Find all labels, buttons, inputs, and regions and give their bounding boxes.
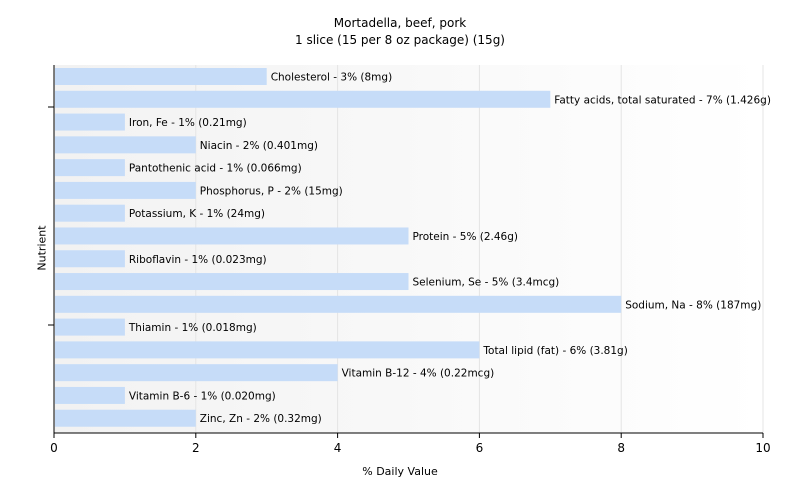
bar-data-label: Zinc, Zn - 2% (0.32mg) [200, 413, 322, 425]
bar-data-label: Pantothenic acid - 1% (0.066mg) [129, 163, 302, 175]
bar-data-label: Niacin - 2% (0.401mg) [200, 140, 318, 152]
bar-data-label: Vitamin B-6 - 1% (0.020mg) [129, 390, 276, 402]
bar [55, 341, 480, 359]
bar [55, 318, 125, 336]
bar [55, 273, 409, 291]
x-axis-title: % Daily Value [362, 465, 438, 478]
bar-data-label: Thiamin - 1% (0.018mg) [128, 322, 257, 334]
bar-data-label: Vitamin B-12 - 4% (0.22mcg) [342, 368, 495, 380]
bar-data-label: Iron, Fe - 1% (0.21mg) [129, 117, 247, 129]
bar [55, 159, 125, 177]
bar [55, 386, 125, 404]
chart-title: Mortadella, beef, pork [333, 16, 467, 30]
bar [55, 90, 551, 108]
bar-data-label: Fatty acids, total saturated - 7% (1.426… [554, 94, 771, 106]
bar [55, 204, 125, 222]
x-tick-label: 4 [334, 441, 342, 455]
y-axis-title: Nutrient [35, 225, 49, 271]
bar [55, 250, 125, 268]
bar-data-label: Cholesterol - 3% (8mg) [271, 72, 393, 84]
x-tick-label: 2 [192, 441, 200, 455]
bar-data-label: Selenium, Se - 5% (3.4mcg) [413, 277, 560, 289]
bar [55, 295, 622, 313]
bar-data-label: Potassium, K - 1% (24mg) [129, 208, 265, 220]
bar-data-label: Riboflavin - 1% (0.023mg) [129, 254, 267, 266]
bar [55, 113, 125, 131]
bar-data-label: Total lipid (fat) - 6% (3.81g) [482, 345, 627, 357]
bar-data-label: Sodium, Na - 8% (187mg) [625, 299, 761, 311]
bar [55, 136, 196, 154]
bar [55, 227, 409, 245]
bar [55, 68, 267, 85]
x-tick-label: 0 [50, 441, 58, 455]
bar-data-label: Protein - 5% (2.46g) [413, 231, 519, 243]
bar [55, 409, 196, 427]
x-tick-label: 6 [476, 441, 484, 455]
chart-subtitle: 1 slice (15 per 8 oz package) (15g) [295, 33, 505, 47]
x-tick-label: 10 [755, 441, 770, 455]
bar-data-label: Phosphorus, P - 2% (15mg) [200, 185, 343, 197]
bar [55, 364, 338, 382]
bar [55, 181, 196, 199]
x-tick-label: 8 [617, 441, 625, 455]
